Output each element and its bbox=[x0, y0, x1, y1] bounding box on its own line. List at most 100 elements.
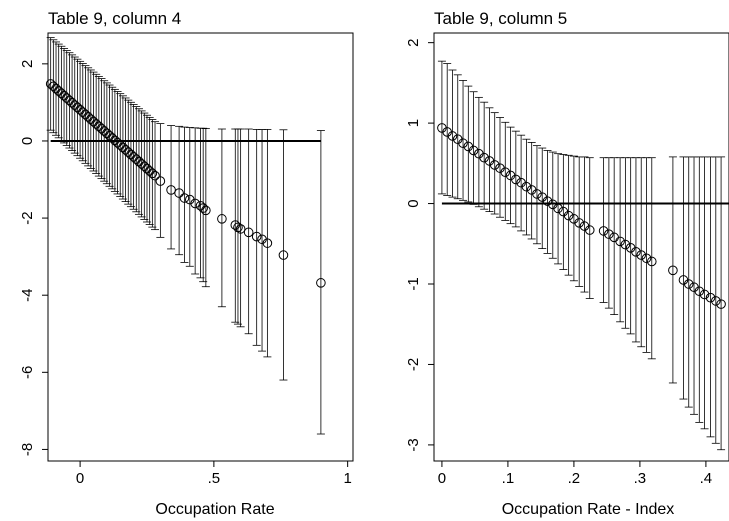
data-point bbox=[458, 138, 468, 149]
data-point bbox=[102, 128, 112, 139]
data-point bbox=[48, 81, 59, 92]
chart-title-right: Table 9, column 5 bbox=[434, 9, 567, 28]
data-point bbox=[64, 95, 75, 106]
data-point bbox=[150, 170, 160, 181]
data-point bbox=[147, 168, 158, 179]
data-point bbox=[139, 161, 150, 172]
data-point bbox=[705, 292, 716, 303]
data-point bbox=[479, 152, 489, 163]
data-point bbox=[99, 126, 109, 136]
data-point bbox=[620, 239, 631, 250]
plot-frame-left bbox=[47, 32, 354, 462]
data-point bbox=[278, 250, 289, 260]
data-point bbox=[468, 145, 479, 156]
data-point bbox=[489, 160, 500, 170]
data-point bbox=[56, 88, 67, 99]
data-point bbox=[574, 218, 584, 228]
y-tick-label-left: -4 bbox=[19, 289, 36, 302]
data-point bbox=[198, 203, 208, 213]
data-point bbox=[69, 100, 80, 110]
data-point bbox=[251, 231, 262, 242]
data-point bbox=[107, 133, 118, 143]
data-point bbox=[120, 144, 131, 155]
data-point bbox=[190, 198, 200, 209]
x-tick-label-right: .1 bbox=[502, 470, 515, 487]
data-point bbox=[521, 181, 532, 192]
x-tick-label-left: .5 bbox=[208, 470, 221, 487]
y-tick-label-right: -2 bbox=[405, 358, 422, 371]
data-point bbox=[563, 210, 574, 221]
data-point bbox=[45, 79, 56, 89]
data-point bbox=[94, 121, 104, 132]
x-tick-label-left: 1 bbox=[343, 470, 351, 487]
y-tick-label-left: -6 bbox=[19, 366, 36, 379]
data-point bbox=[631, 247, 641, 257]
data-point bbox=[174, 188, 184, 198]
panel-right: Table 9, column 5 2 1 0 -1 -2 -3 0 .1 .2 .3 .4 Occ… bbox=[405, 9, 729, 518]
plot-area-left: 2 0 -2 -4 -6 -8 0 .5 1 bbox=[19, 32, 354, 487]
data-point bbox=[235, 224, 246, 234]
data-point bbox=[77, 107, 88, 117]
data-point bbox=[112, 137, 123, 148]
y-tick-label-left: -2 bbox=[19, 211, 36, 224]
data-point bbox=[91, 119, 101, 129]
data-point bbox=[72, 102, 83, 113]
x-tick-label-right: .2 bbox=[568, 470, 581, 487]
plot-area-right: 2 1 0 -1 -2 -3 0 .1 .2 .3 .4 bbox=[405, 32, 729, 487]
data-point bbox=[51, 83, 61, 94]
y-tick-label-left: -8 bbox=[19, 443, 36, 456]
data-point bbox=[115, 140, 126, 150]
data-point bbox=[83, 112, 93, 122]
data-point bbox=[604, 229, 614, 239]
data-point bbox=[96, 123, 107, 134]
data-point bbox=[694, 286, 705, 297]
data-point bbox=[615, 236, 625, 247]
data-point bbox=[86, 114, 96, 124]
data-point bbox=[53, 86, 64, 96]
data-point bbox=[584, 225, 595, 235]
y-tick-label-right: 1 bbox=[405, 119, 422, 127]
x-tick-label-left: 0 bbox=[76, 470, 84, 487]
data-point bbox=[636, 250, 647, 260]
x-tick-label-right: 0 bbox=[438, 470, 446, 487]
data-point bbox=[67, 97, 77, 108]
data-point bbox=[136, 159, 147, 169]
data-point bbox=[155, 176, 166, 186]
data-point bbox=[598, 226, 609, 236]
data-point bbox=[80, 109, 91, 120]
data-point bbox=[166, 185, 176, 195]
data-point bbox=[110, 135, 120, 146]
plot-frame-right bbox=[433, 32, 729, 462]
data-point bbox=[179, 193, 190, 203]
data-point bbox=[668, 265, 678, 276]
data-point bbox=[316, 278, 326, 288]
data-point bbox=[447, 131, 458, 141]
data-point bbox=[217, 214, 227, 224]
data-point bbox=[59, 90, 69, 101]
chart-title-left: Table 9, column 4 bbox=[48, 9, 181, 28]
data-point bbox=[683, 279, 694, 289]
y-tick-label-right: -3 bbox=[405, 438, 422, 451]
data-point bbox=[646, 256, 657, 267]
y-tick-label-right: -1 bbox=[405, 277, 422, 290]
data-point bbox=[553, 203, 563, 214]
data-point bbox=[500, 167, 511, 177]
data-point bbox=[716, 299, 726, 309]
x-tick-label-right: .3 bbox=[634, 470, 647, 487]
data-point bbox=[144, 166, 155, 176]
data-point bbox=[262, 238, 273, 248]
data-point bbox=[75, 104, 85, 115]
data-point bbox=[542, 196, 553, 206]
data-point bbox=[201, 205, 211, 216]
data-point bbox=[142, 163, 152, 174]
data-point bbox=[128, 152, 139, 162]
x-tick-label-right: .4 bbox=[700, 470, 713, 487]
data-point bbox=[134, 156, 144, 167]
y-tick-label-right: 0 bbox=[405, 199, 422, 207]
data-point bbox=[699, 289, 710, 300]
data-point bbox=[88, 116, 99, 127]
data-point bbox=[123, 147, 134, 157]
data-point bbox=[532, 189, 542, 199]
data-point bbox=[243, 227, 254, 238]
